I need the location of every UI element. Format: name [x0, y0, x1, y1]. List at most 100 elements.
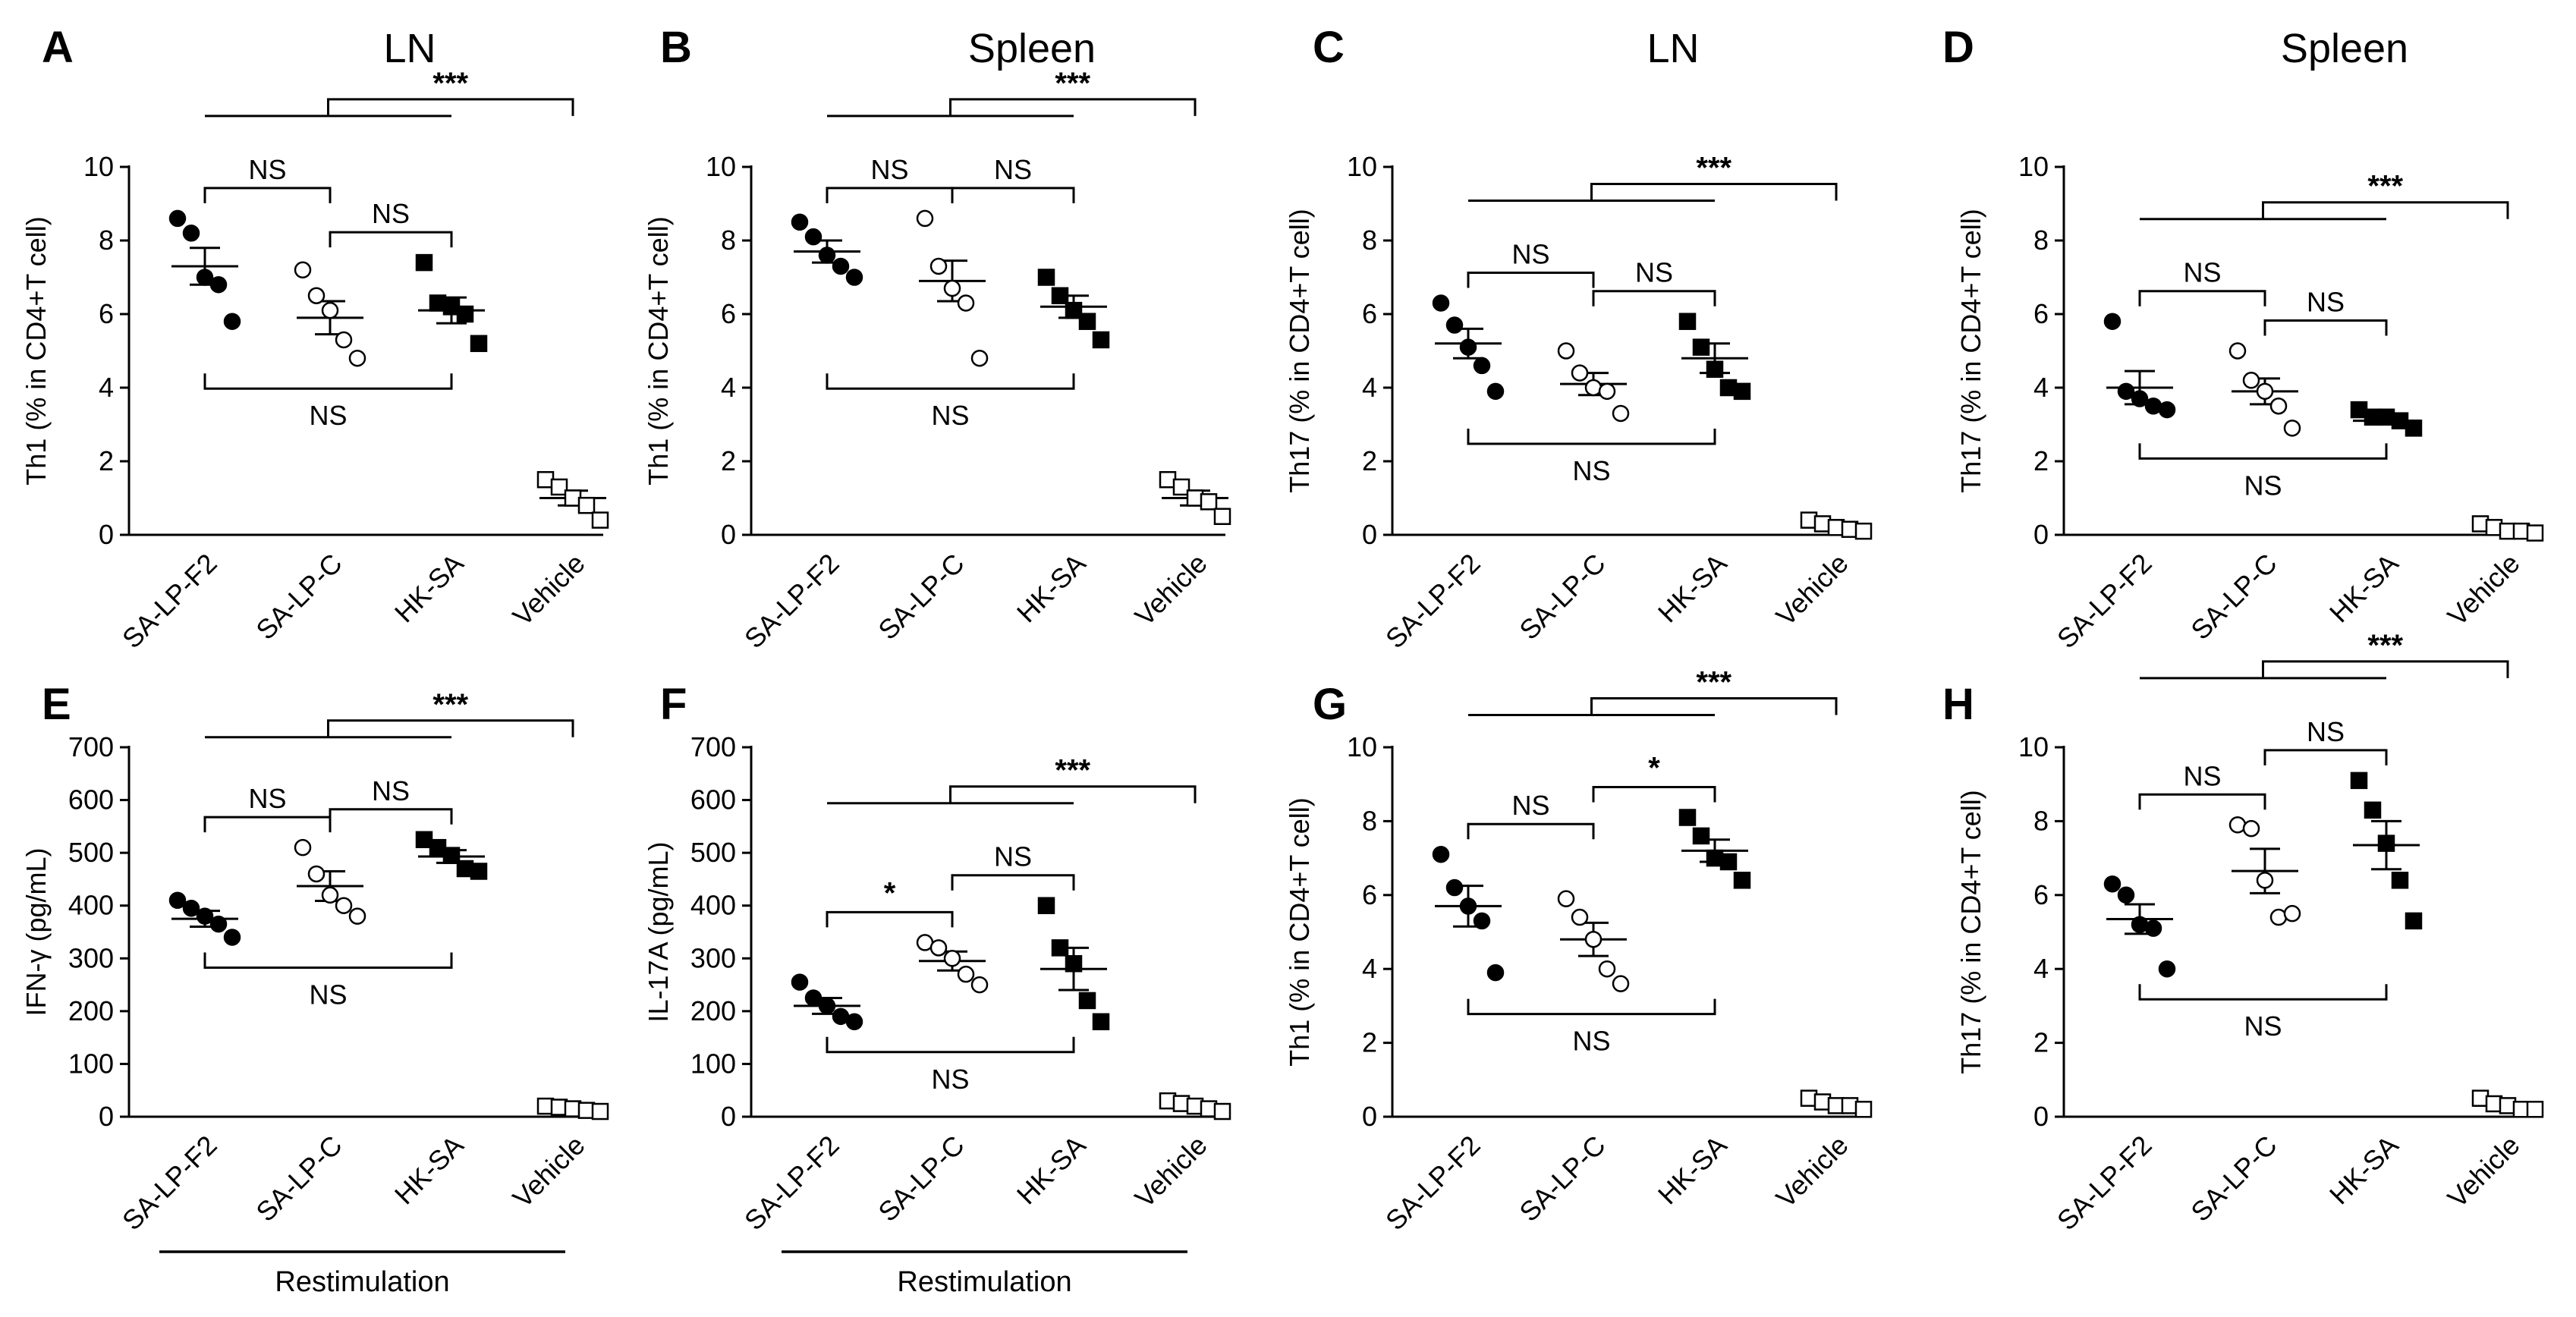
y-tick-label: 8 — [1362, 805, 1377, 836]
y-tick-label: 600 — [68, 784, 114, 816]
y-tick-label: 8 — [2033, 225, 2049, 256]
category-label: Vehicle — [507, 1130, 591, 1214]
sig-bracket — [203, 816, 332, 833]
sig-label: *** — [432, 67, 468, 100]
y-tick-label: 6 — [721, 298, 736, 329]
category-label: SA-LP-F2 — [2051, 1130, 2158, 1237]
y-tick-label: 6 — [2033, 298, 2049, 329]
sig-bracket — [329, 808, 453, 825]
data-point — [1445, 879, 1464, 897]
data-point — [335, 331, 353, 349]
data-point — [1078, 313, 1096, 330]
data-point — [1598, 382, 1616, 401]
data-point — [1445, 316, 1464, 334]
panel-letter: D — [1942, 23, 1974, 72]
y-axis-label: Th17 (% in CD4+T cell) — [1955, 209, 1986, 492]
panel-g: G 0 2 4 6 8 10 Th1 (% in CD4+T cell) SA-LP-F2 SA-… — [1284, 666, 1873, 1236]
category-label: Vehicle — [1770, 548, 1854, 632]
data-point — [168, 891, 187, 910]
data-point — [1473, 357, 1491, 375]
y-tick-label: 0 — [1362, 519, 1377, 550]
category-label: HK-SA — [1011, 1130, 1092, 1211]
data-point — [2391, 872, 2409, 889]
sig-bracket — [2138, 984, 2388, 1001]
data-point — [1459, 338, 1477, 356]
data-point — [2377, 835, 2395, 852]
data-point — [182, 225, 200, 242]
data-point — [1571, 908, 1589, 926]
data-point — [804, 228, 822, 246]
data-point — [2144, 919, 2162, 937]
data-point — [591, 1102, 609, 1121]
y-tick-label: 8 — [2033, 805, 2049, 836]
sig-label: * — [884, 876, 896, 910]
y-axis-label: Th1 (% in CD4+T cell) — [20, 216, 52, 485]
data-point — [2269, 398, 2288, 415]
sig-bracket — [1592, 786, 1716, 803]
y-axis-label: Th1 (% in CD4+T cell) — [1284, 797, 1315, 1066]
sig-bracket — [2263, 749, 2388, 765]
data-point — [1172, 478, 1190, 496]
data-point — [1719, 853, 1738, 871]
data-point — [1200, 493, 1218, 511]
y-axis-label: Th1 (% in CD4+T cell) — [643, 216, 674, 485]
y-axis-label: Th17 (% in CD4+T cell) — [1955, 790, 1986, 1073]
sig-label: *** — [1696, 151, 1731, 184]
data-point — [182, 899, 200, 917]
y-tick-label: 0 — [721, 519, 736, 550]
y-tick-label: 4 — [1362, 372, 1377, 403]
category-label: SA-LP-F2 — [116, 1130, 223, 1237]
data-point — [415, 253, 433, 272]
category-label: SA-LP-C — [2184, 548, 2282, 646]
category-label: SA-LP-C — [250, 548, 348, 646]
sig-label: NS — [870, 154, 908, 185]
y-tick-label: 10 — [2018, 151, 2049, 182]
data-point — [2283, 904, 2301, 923]
sig-bracket — [949, 98, 1197, 116]
sig-bracket — [826, 187, 954, 203]
sig-bracket — [826, 910, 954, 928]
y-tick-label: 4 — [2033, 372, 2049, 403]
sig-label: NS — [2244, 470, 2282, 501]
y-tick-label: 600 — [690, 784, 736, 816]
data-point — [1733, 382, 1751, 401]
category-label: HK-SA — [1652, 548, 1733, 629]
data-point — [1078, 992, 1096, 1010]
data-point — [1051, 939, 1069, 957]
sig-label: NS — [248, 783, 286, 814]
data-point — [1065, 954, 1083, 973]
data-point — [1486, 382, 1505, 401]
sig-bracket — [2262, 201, 2509, 219]
data-point — [577, 496, 596, 514]
data-point — [818, 247, 836, 264]
data-point — [791, 213, 809, 231]
category-label: HK-SA — [1011, 548, 1092, 629]
y-tick-label: 6 — [1362, 298, 1377, 329]
data-point — [2242, 819, 2260, 838]
category-label: Vehicle — [1770, 1130, 1854, 1214]
data-point — [550, 478, 568, 496]
category-label: HK-SA — [388, 1130, 470, 1211]
data-point — [321, 301, 339, 319]
data-point — [1213, 1102, 1231, 1121]
sig-bracket — [1590, 182, 1838, 201]
y-tick-label: 2 — [2033, 1027, 2049, 1058]
sig-label: NS — [1511, 790, 1549, 821]
panel-h: H 0 2 4 6 8 10 Th17 (% in CD4+T cell) SA-LP-F2 SA… — [1942, 629, 2544, 1237]
data-point — [1092, 331, 1110, 349]
y-axis-label: IL-17A (pg/mL) — [643, 841, 674, 1022]
panel-b: B Spleen 0 2 4 6 8 10 Th1 (% in CD4+T cell) SA-LP… — [643, 23, 1231, 654]
data-point — [1557, 342, 1575, 360]
y-tick-label: 700 — [68, 731, 114, 762]
y-tick-label: 10 — [1347, 151, 1377, 182]
y-tick-label: 2 — [2033, 445, 2049, 476]
data-point — [1037, 269, 1055, 286]
data-point — [2256, 872, 2274, 889]
footer-label: Restimulation — [275, 1266, 449, 1298]
y-tick-label: 2 — [1362, 445, 1377, 476]
sig-label: NS — [994, 841, 1032, 872]
sig-label: NS — [1572, 455, 1610, 486]
data-point — [2350, 772, 2368, 790]
sig-label: *** — [1696, 666, 1731, 699]
data-point — [1692, 827, 1710, 845]
